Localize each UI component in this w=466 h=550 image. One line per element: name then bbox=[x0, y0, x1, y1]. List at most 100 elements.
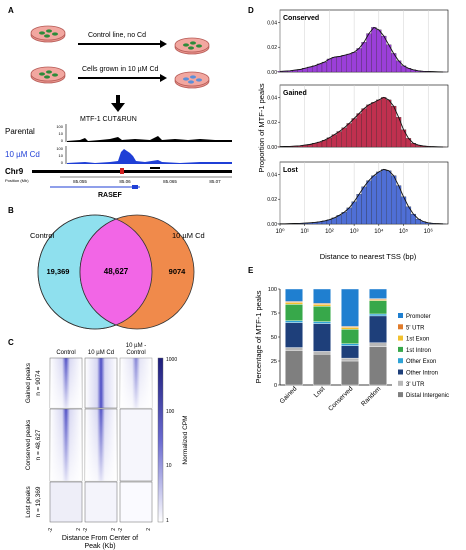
chart-e-segment bbox=[341, 329, 359, 344]
chart-e-segment bbox=[285, 350, 303, 386]
chart-e-segment bbox=[341, 327, 359, 330]
chart-d-xtick-label: 10⁴ bbox=[374, 228, 384, 235]
row-n-gained: n = 9074 bbox=[35, 370, 42, 396]
venn-right-title: 10 µM Cd bbox=[172, 231, 205, 240]
chart-e-legend-swatch bbox=[398, 335, 403, 341]
panel-letter-c: C bbox=[8, 338, 14, 347]
chart-e-segment bbox=[341, 360, 359, 386]
chart-e-category-label: Gained bbox=[279, 385, 299, 405]
chart-d-bar bbox=[336, 56, 342, 73]
chart-d-bar bbox=[351, 52, 357, 73]
chart-e-legend-swatch bbox=[398, 369, 403, 375]
chart-d-ytick-label: 0.00 bbox=[267, 145, 277, 151]
panel-b: Control 10 µM Cd 19,369 48,627 9074 bbox=[30, 214, 205, 330]
chart-d-series-label: Lost bbox=[283, 167, 298, 174]
chart-d-bar bbox=[381, 35, 387, 73]
chart-e-legend-label: 3' UTR bbox=[406, 382, 425, 388]
chart-d-bar bbox=[391, 105, 397, 148]
chart-e-segment bbox=[369, 342, 387, 347]
chart-d-ytick-label: 0.00 bbox=[267, 222, 277, 228]
colorbar bbox=[157, 357, 164, 523]
track2-tick-0: 0 bbox=[61, 160, 64, 165]
chart-e-legend-swatch bbox=[398, 392, 403, 398]
chart-e-category-label: Lost bbox=[313, 385, 327, 399]
chart-e-legend-label: Other Intron bbox=[406, 371, 438, 377]
chart-d-xtick-label: 10⁶ bbox=[424, 228, 434, 235]
chart-d-bar bbox=[356, 113, 362, 148]
track1-signal bbox=[67, 136, 232, 142]
chart-e-segment bbox=[341, 343, 359, 346]
chart-e-segment bbox=[369, 346, 387, 386]
colorbar-tick-10: 10 bbox=[166, 463, 172, 469]
chart-e-segment bbox=[369, 288, 387, 299]
row-n-conserved: n = 48,627 bbox=[35, 429, 42, 460]
track-title: MTF-1 CUT&RUN bbox=[80, 116, 137, 123]
heatmap-col-header-0: Control bbox=[56, 350, 75, 356]
panel-letter-e: E bbox=[248, 266, 254, 275]
chart-d-bar bbox=[371, 27, 377, 73]
dish-bottom-right bbox=[174, 71, 210, 89]
chart-e-legend-swatch bbox=[398, 313, 403, 318]
heatmap-col-diff bbox=[119, 357, 153, 523]
heatmap-col-control bbox=[49, 357, 83, 523]
chart-e-ytick-label: 75 bbox=[271, 311, 277, 317]
chart-e-legend-label: Distal Intergenic bbox=[406, 393, 449, 399]
panel-c: Control 10 µM Cd 10 µM -Control Gained p… bbox=[25, 343, 189, 550]
chart-d-bar bbox=[376, 171, 382, 225]
chart-d-ytick-label: 0.02 bbox=[267, 45, 277, 51]
chart-e-legend-label: Promoter bbox=[406, 314, 431, 320]
venn-overlap bbox=[79, 215, 152, 329]
arrow-cd bbox=[78, 74, 167, 82]
chart-d-xtick-label: 10³ bbox=[350, 229, 359, 235]
chart-d-bar bbox=[351, 118, 357, 148]
arrow-cd-label: Cells grown in 10 µM Cd bbox=[82, 66, 159, 73]
chart-d-bar bbox=[361, 42, 367, 73]
chart-d-bar bbox=[395, 185, 402, 225]
arrow-control-label: Control line, no Cd bbox=[88, 32, 146, 39]
chart-d-bar bbox=[341, 55, 347, 73]
track1-tick-100: 100 bbox=[56, 124, 63, 129]
chart-d-xtick-label: 10⁰ bbox=[275, 228, 285, 235]
chart-e-segment bbox=[313, 304, 331, 307]
x-tick-c1-left: -2 bbox=[83, 528, 89, 533]
chart-e-ytick-label: 100 bbox=[268, 287, 277, 293]
chart-d-bar bbox=[386, 170, 392, 225]
chart-e-legend-swatch bbox=[398, 324, 403, 330]
colorbar-tick-1: 1 bbox=[166, 518, 169, 524]
chart-d-ytick-label: 0.02 bbox=[267, 197, 277, 203]
chart-d-series-label: Gained bbox=[283, 90, 307, 97]
chart-e-segment bbox=[313, 288, 331, 304]
chart-d-bar bbox=[346, 53, 352, 73]
chart-d-bar bbox=[331, 134, 337, 148]
chart-d-bar bbox=[376, 99, 382, 148]
chart-d-bar bbox=[326, 137, 333, 148]
x-tick-c0-left: -2 bbox=[48, 528, 54, 533]
chart-e-ylabel: Percentage of MTF-1 peaks bbox=[254, 290, 263, 383]
row-label-conserved: Conserved peaks bbox=[25, 419, 32, 470]
panel-letter-a: A bbox=[8, 6, 14, 15]
position-label: Position (Mb) bbox=[5, 178, 29, 183]
venn-right-count: 9074 bbox=[169, 267, 187, 276]
chart-d-bar bbox=[381, 169, 387, 225]
chart-d-bar bbox=[316, 63, 323, 73]
arrow-control bbox=[78, 40, 167, 48]
chart-e-ytick-label: 0 bbox=[274, 383, 277, 389]
chart-e: Percentage of MTF-1 peaks 0 25 50 75 100 Gain… bbox=[254, 287, 449, 413]
chart-d-bar bbox=[361, 108, 367, 148]
x-tick-c2-left: -2 bbox=[118, 528, 124, 533]
chart-e-legend-label: 1st Exon bbox=[406, 337, 429, 343]
chart-d-bar bbox=[366, 104, 372, 148]
chart-d-bar bbox=[341, 212, 347, 225]
panel-letter-d: D bbox=[248, 6, 254, 15]
chart-e-segment bbox=[285, 302, 303, 305]
chart-d-xlabel: Distance to nearest TSS (bp) bbox=[320, 252, 417, 261]
chart-e-segment bbox=[341, 345, 359, 359]
track2-tick-10: 10 bbox=[59, 153, 64, 158]
chart-d-density-line bbox=[279, 26, 444, 73]
down-arrow bbox=[111, 95, 125, 112]
track1-tick-10: 10 bbox=[59, 131, 64, 136]
chart-e-segment bbox=[313, 323, 331, 352]
chr-bar bbox=[32, 170, 232, 173]
chart-e-segment bbox=[285, 288, 303, 302]
chart-d-bar bbox=[371, 175, 377, 225]
